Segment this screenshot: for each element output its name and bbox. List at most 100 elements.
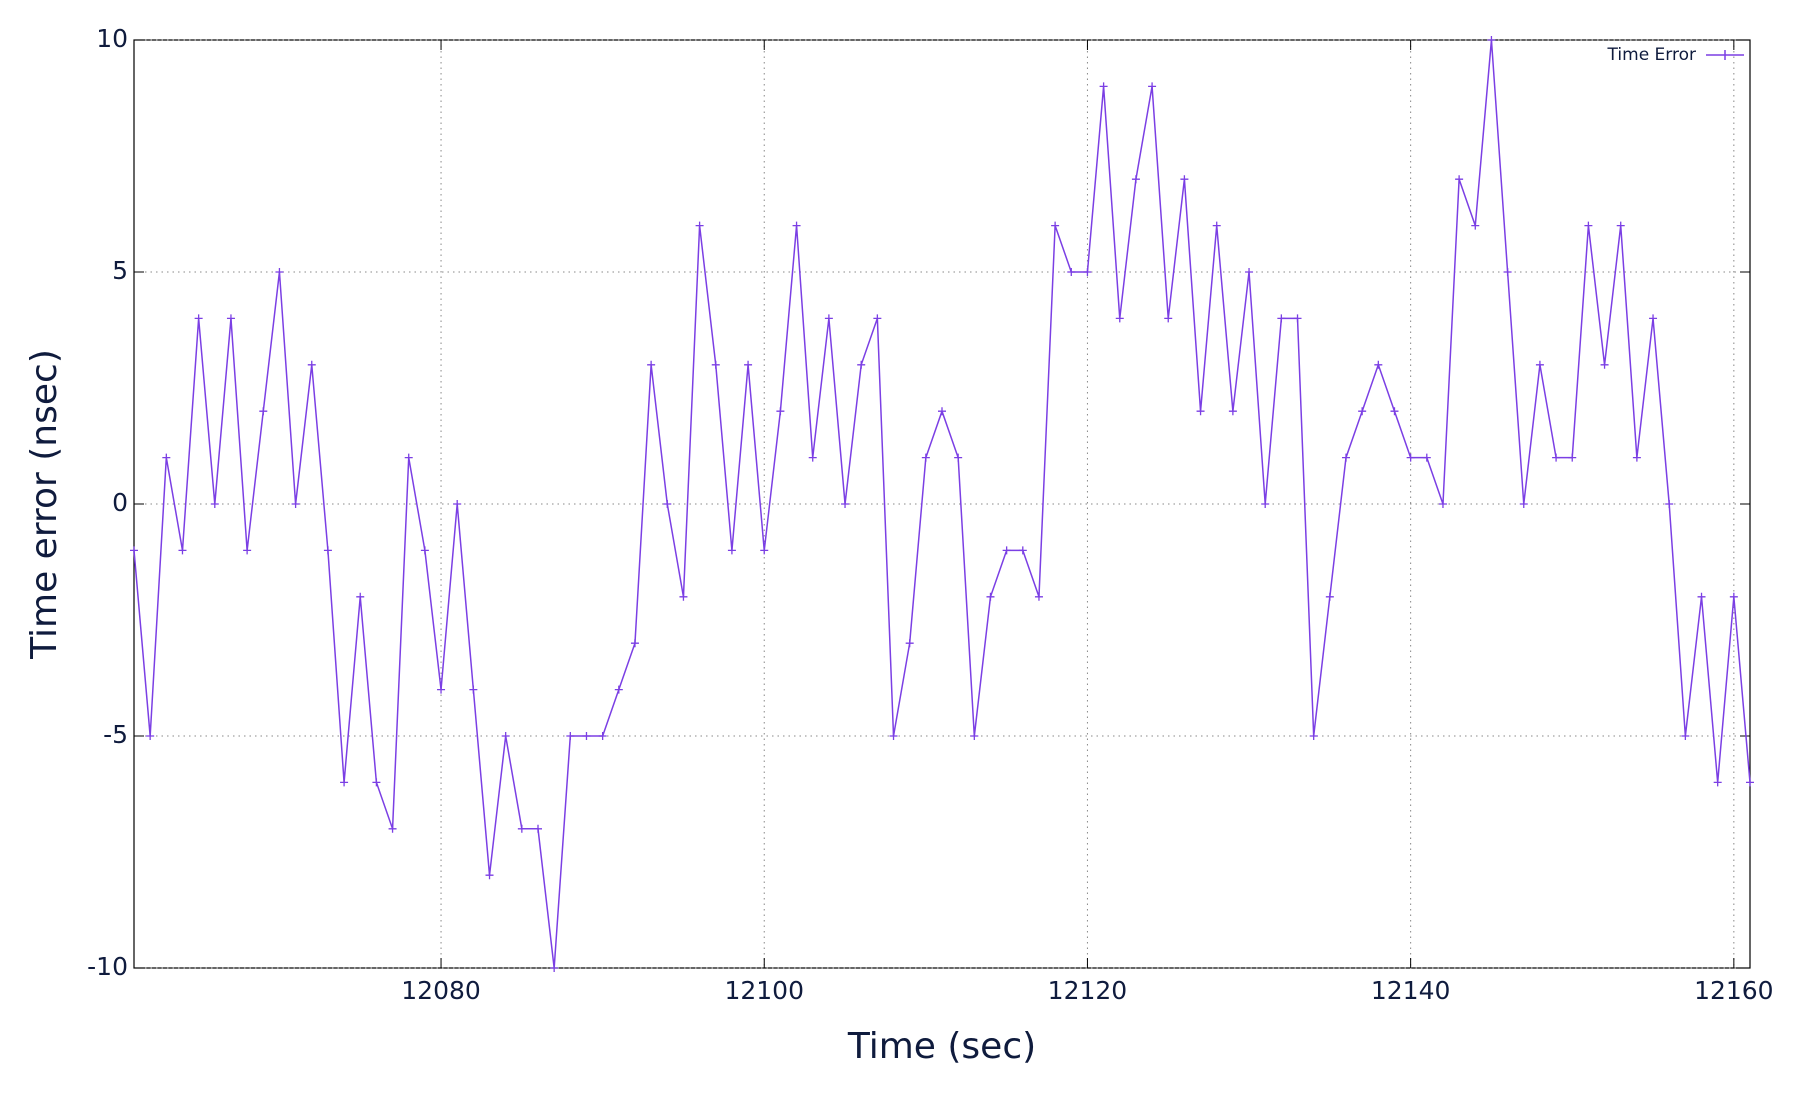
y-tick-label: -10 [87, 952, 128, 981]
data-point [1034, 592, 1043, 601]
data-point [630, 639, 639, 648]
data-point [1568, 453, 1577, 462]
data-point [857, 360, 866, 369]
data-point [1018, 546, 1027, 555]
data-point [938, 407, 946, 416]
data-point [1552, 453, 1561, 462]
data-point [501, 732, 510, 740]
data-point [1697, 592, 1706, 601]
data-point [1503, 268, 1512, 276]
y-tick-label: 0 [112, 488, 128, 517]
data-point [808, 453, 817, 462]
y-tick-label: -5 [103, 720, 128, 749]
data-point [647, 360, 656, 369]
data-point [534, 824, 542, 833]
y-axis-label: Time error (nsec) [24, 349, 65, 660]
y-tick-label: 10 [96, 24, 128, 53]
data-point [1325, 592, 1334, 601]
data-point [1616, 221, 1625, 230]
data-point [1649, 314, 1658, 323]
data-point [663, 500, 672, 508]
data-point [1535, 360, 1544, 369]
x-tick-label: 12080 [401, 976, 481, 1005]
data-point [469, 685, 478, 694]
data-point [550, 964, 559, 972]
data-point [1632, 453, 1641, 462]
data-point [340, 778, 349, 787]
data-point [695, 221, 704, 230]
data-point [954, 453, 963, 462]
data-point [178, 546, 187, 555]
data-point [824, 314, 833, 323]
data-point [1196, 407, 1205, 416]
x-tick-label: 12100 [724, 976, 804, 1005]
data-point [1390, 407, 1399, 416]
data-point [1665, 500, 1674, 508]
data-point [1487, 36, 1496, 44]
data-point [614, 685, 623, 694]
data-point [356, 592, 365, 601]
data-point [986, 592, 995, 601]
data-point [1148, 82, 1157, 91]
data-point [1099, 82, 1108, 91]
data-point [323, 546, 332, 555]
data-point [210, 500, 219, 508]
data-point [404, 453, 413, 462]
data-point [873, 314, 882, 323]
data-point [146, 732, 155, 740]
data-point [1277, 314, 1286, 323]
data-point [194, 314, 203, 323]
data-point [841, 500, 850, 508]
data-point [1228, 407, 1237, 416]
x-tick-label: 12120 [1048, 976, 1128, 1005]
data-point [1051, 221, 1060, 230]
data-point [744, 360, 753, 369]
data-point [711, 360, 720, 369]
data-point [517, 824, 526, 833]
data-point [1293, 314, 1302, 323]
data-point [679, 592, 688, 601]
data-point [1083, 268, 1092, 276]
data-point [1261, 500, 1270, 508]
data-point [485, 871, 494, 880]
data-point [1746, 778, 1754, 787]
data-point [1713, 778, 1722, 787]
data-point [776, 407, 785, 416]
data-point [372, 778, 381, 787]
legend-label: Time Error [1607, 45, 1696, 65]
data-point [1342, 453, 1350, 462]
data-point [566, 732, 575, 740]
data-point [1164, 314, 1173, 323]
data-point [1245, 268, 1254, 276]
data-point [1374, 360, 1383, 369]
data-point [1471, 221, 1480, 230]
data-point [259, 407, 268, 416]
data-point [1067, 268, 1076, 276]
data-point [1422, 453, 1431, 462]
data-point [453, 500, 462, 508]
data-point [1115, 314, 1124, 323]
data-point [275, 268, 284, 276]
data-point [307, 360, 316, 369]
data-point [970, 732, 979, 740]
data-point [921, 453, 930, 462]
data-point [760, 546, 769, 555]
data-point [1131, 175, 1140, 184]
data-point [1681, 732, 1690, 740]
data-point [582, 732, 591, 740]
data-point [1358, 407, 1367, 416]
legend-swatch [1706, 50, 1744, 60]
y-tick-label: 5 [112, 256, 128, 285]
data-point [1519, 500, 1528, 508]
x-tick-label: 12160 [1694, 976, 1774, 1005]
data-point [905, 639, 914, 648]
data-point [1729, 592, 1738, 601]
data-point [889, 732, 898, 740]
data-point [291, 500, 300, 508]
data-point [1002, 546, 1011, 555]
data-point [420, 546, 429, 555]
data-point [1212, 221, 1221, 230]
data-point [1180, 175, 1189, 184]
data-point [1455, 175, 1464, 184]
data-point [598, 732, 607, 740]
